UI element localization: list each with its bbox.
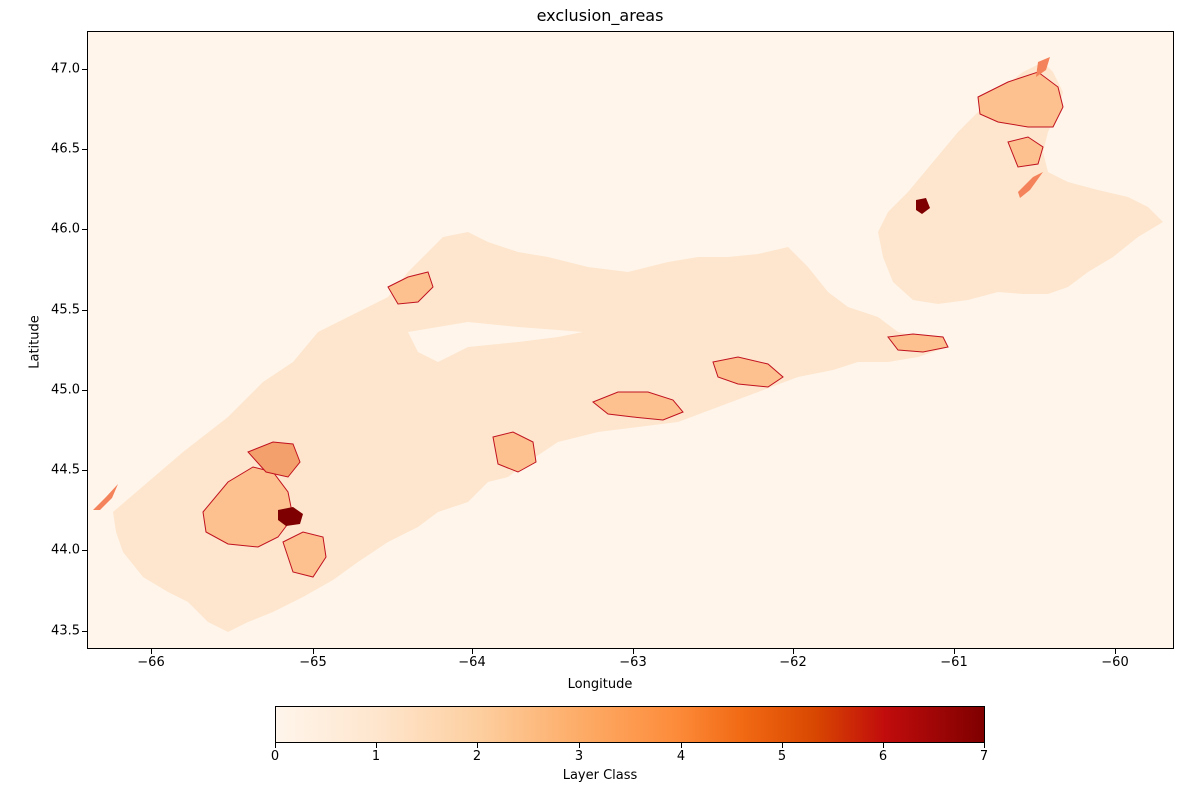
y-tick-mark: [82, 550, 87, 551]
exclusion-region-highlands: [977, 71, 1064, 128]
colorbar-tick-label: 1: [371, 749, 381, 764]
y-tick-label: 43.5: [51, 623, 80, 639]
y-tick-label: 44.0: [51, 542, 80, 558]
colorbar-tick-mark: [275, 743, 276, 748]
mainland-landmass: [113, 232, 948, 632]
y-tick-label: 46.0: [51, 221, 80, 237]
y-tick-label: 46.5: [51, 141, 80, 157]
x-tick-mark: [151, 649, 152, 654]
colorbar-tick-label: 3: [574, 749, 584, 764]
y-tick-mark: [82, 149, 87, 150]
high-class-patch-1: [278, 507, 303, 526]
y-tick-label: 44.5: [51, 462, 80, 478]
x-tick-label: −66: [137, 655, 165, 670]
map-title: exclusion_areas: [536, 6, 664, 25]
y-tick-mark: [82, 229, 87, 230]
exclusion-region-central: [592, 391, 684, 421]
x-tick-mark: [472, 649, 473, 654]
x-tick-label: −64: [458, 655, 486, 670]
y-tick-mark: [82, 390, 87, 391]
x-tick-mark: [793, 649, 794, 654]
colorbar-tick-label: 6: [878, 749, 888, 764]
colorbar-tick-label: 0: [270, 749, 280, 764]
x-tick-label: −63: [619, 655, 647, 670]
x-tick-mark: [313, 649, 314, 654]
high-class-patch-2: [916, 198, 930, 214]
y-tick-label: 45.0: [51, 382, 80, 398]
colorbar-tick-mark: [477, 743, 478, 748]
map-plot-area: [87, 31, 1174, 649]
coastal-sliver-northeast: [1036, 57, 1050, 77]
cape-breton-island: [878, 62, 1163, 304]
minas-basin: [408, 322, 583, 362]
colorbar-tick-label: 2: [472, 749, 482, 764]
x-tick-mark: [633, 649, 634, 654]
x-tick-label: −61: [940, 655, 968, 670]
colorbar-tick-mark: [579, 743, 580, 748]
x-axis-label: Longitude: [567, 677, 633, 692]
colorbar-tick-mark: [883, 743, 884, 748]
colorbar-tick-mark: [376, 743, 377, 748]
y-tick-mark: [82, 310, 87, 311]
y-tick-mark: [82, 470, 87, 471]
coastal-sliver-west: [93, 484, 118, 510]
colorbar-tick-mark: [782, 743, 783, 748]
coastal-sliver-east: [1018, 172, 1043, 198]
nova-scotia-map: [93, 57, 1163, 632]
colorbar-tick-mark: [984, 743, 985, 748]
exclusion-region-west: [247, 441, 301, 478]
colorbar: [275, 706, 985, 743]
x-tick-label: −62: [779, 655, 807, 670]
y-tick-mark: [82, 69, 87, 70]
x-tick-mark: [1115, 649, 1116, 654]
exclusion-region-north-shore: [387, 271, 434, 305]
x-tick-label: −60: [1101, 655, 1129, 670]
exclusion-region-capebreton-south: [1007, 136, 1044, 168]
colorbar-tick-label: 5: [777, 749, 787, 764]
colorbar-label: Layer Class: [562, 768, 638, 783]
x-tick-label: −65: [299, 655, 327, 670]
y-tick-label: 47.0: [51, 61, 80, 77]
exclusion-region-halifax: [492, 431, 537, 473]
y-tick-mark: [82, 631, 87, 632]
exclusion-region-bras-dor: [887, 333, 949, 353]
colorbar-tick-label: 7: [979, 749, 989, 764]
y-tick-label: 45.5: [51, 302, 80, 318]
y-axis-label: Latitude: [27, 315, 43, 369]
colorbar-tick-mark: [681, 743, 682, 748]
x-tick-mark: [954, 649, 955, 654]
exclusion-region-south: [282, 531, 327, 578]
exclusion-region-east: [712, 356, 784, 388]
colorbar-tick-label: 4: [676, 749, 686, 764]
